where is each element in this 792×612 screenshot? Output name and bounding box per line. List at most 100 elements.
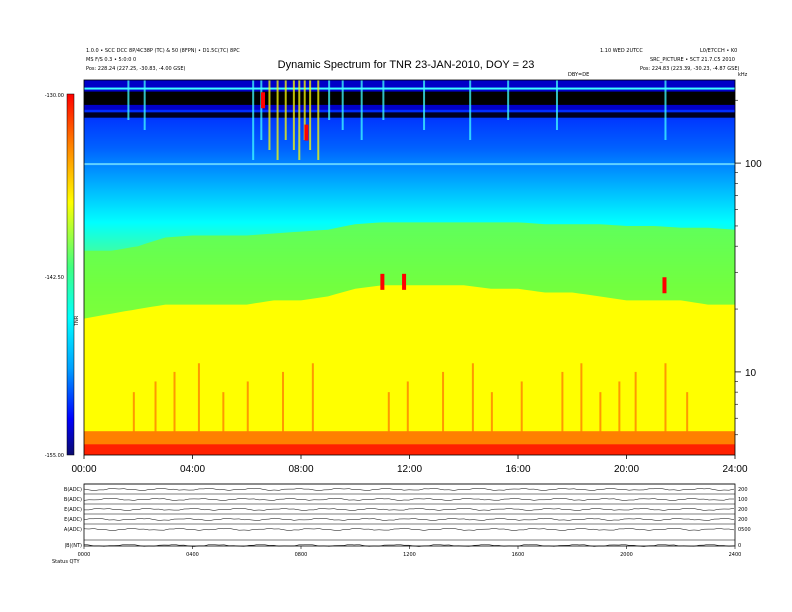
chart-title: Dynamic Spectrum for TNR 23-JAN-2010, DO… xyxy=(278,59,535,71)
burst-mark xyxy=(304,124,309,141)
stack-row-right-label: 100 xyxy=(738,497,748,503)
x-tick-label: 04:00 xyxy=(180,464,205,475)
stack-row-right-label: 0500 xyxy=(738,527,751,533)
y-tick-label: 10 xyxy=(745,368,757,379)
spike xyxy=(406,381,409,435)
burst-streak xyxy=(664,80,667,140)
burst-streak xyxy=(268,80,271,150)
x-tick-label: 20:00 xyxy=(614,464,639,475)
burst-streak xyxy=(382,80,385,120)
x-tick-label: 00:00 xyxy=(71,464,96,475)
spike xyxy=(173,371,176,435)
stack-x-tick-label: 0800 xyxy=(295,552,308,558)
colorbar-tick-bottom: -155.00 xyxy=(45,453,64,459)
stack-row-right-label: 200 xyxy=(738,487,748,493)
stack-x-tick-label: 0400 xyxy=(186,552,199,558)
spike xyxy=(520,381,523,435)
stack-trace xyxy=(83,497,734,501)
header-left-line3: Pos: 228.24 (227.25, -30.83, -4.00 GSE) xyxy=(86,66,186,72)
burst-streak xyxy=(360,80,363,140)
stack-row-label: E(ADC) xyxy=(64,517,82,523)
stack-trace xyxy=(83,487,735,491)
stack-row-label: |B|(NT) xyxy=(65,543,83,549)
stack-x-tick-label: 2000 xyxy=(620,552,633,558)
stack-trace xyxy=(83,517,735,521)
burst-streak xyxy=(469,80,472,140)
burst-mark xyxy=(261,92,266,109)
spike xyxy=(132,392,135,435)
burst-streak xyxy=(284,80,287,140)
spike xyxy=(311,363,314,435)
burst-streak xyxy=(143,80,146,130)
burst-streak xyxy=(423,80,426,130)
x-tick-label: 12:00 xyxy=(397,464,422,475)
stack-x-tick-label: 2400 xyxy=(729,552,742,558)
colorbar-tick-mid: -142.50 xyxy=(45,275,64,281)
unit-label-khz: kHz xyxy=(738,72,748,78)
yellow-band xyxy=(84,285,735,455)
burst-mark xyxy=(380,273,385,290)
stack-frame xyxy=(83,483,736,547)
burst-streak xyxy=(341,80,344,130)
stack-bottom-left-label: Status QTY xyxy=(52,559,81,565)
stack-row-label: A(ADC) xyxy=(64,527,82,533)
burst-streak xyxy=(252,80,255,160)
header-left-line2: MS F/S 0.3 • 5:0:0 0 xyxy=(86,57,136,63)
stack-trace xyxy=(84,507,735,511)
colorbar-side-label: TNR xyxy=(74,315,80,327)
spike xyxy=(246,381,249,435)
stack-row-label: B(ADC) xyxy=(64,497,82,503)
header-right-line2: L0/E7CCH • K0 xyxy=(700,48,737,54)
x-axis: 00:00 04:00 08:00 12:00 16:00 20:00 24:00 xyxy=(71,455,748,475)
spike xyxy=(490,392,493,435)
stack-row-label: B(ADC) xyxy=(64,487,82,493)
burst-mark xyxy=(402,273,407,290)
x-tick-label: 24:00 xyxy=(722,464,747,475)
y-tick-label: 100 xyxy=(745,159,762,170)
cyan-line xyxy=(84,87,735,90)
colorbar xyxy=(66,93,75,456)
spike xyxy=(634,371,637,435)
spike xyxy=(222,392,225,435)
stack-trace xyxy=(83,527,735,531)
header-left-line1: 1.0.0 • SCC DCC 8P/4C38P (TC) & 50 (8FPN… xyxy=(86,48,240,54)
burst-streak xyxy=(127,80,130,120)
spike xyxy=(154,381,157,435)
header-right-line3: SRC_PICTURE • 5CT 21.7.C5 2010 xyxy=(650,57,735,63)
spike xyxy=(197,363,200,435)
dark-stripe xyxy=(84,112,735,118)
dark-stripe xyxy=(84,91,735,105)
burst-streak xyxy=(276,80,279,160)
stack-row-right-label: 200 xyxy=(738,517,748,523)
burst-streak xyxy=(309,80,312,150)
stack-x-tick-label: 1600 xyxy=(512,552,525,558)
spike xyxy=(686,392,689,435)
header-right-line1: 1.10 WED 2UTCC xyxy=(600,48,643,54)
burst-streak xyxy=(292,80,295,150)
spike xyxy=(387,392,390,435)
spike xyxy=(471,363,474,435)
burst-streak xyxy=(260,80,263,140)
stack-x-tick-label: 1200 xyxy=(403,552,416,558)
x-tick-label: 08:00 xyxy=(288,464,313,475)
spectrogram xyxy=(84,80,735,455)
cyan-line xyxy=(84,163,735,166)
red-floor xyxy=(84,444,735,455)
burst-mark xyxy=(662,277,667,294)
burst-streak xyxy=(298,80,301,160)
burst-streak xyxy=(328,80,331,120)
small-label-center: DBY=DE xyxy=(568,72,589,78)
y-axis: 100 10 xyxy=(735,99,762,436)
spike xyxy=(599,392,602,435)
spike xyxy=(664,363,667,435)
stack-row-label: E(ADC) xyxy=(64,507,82,513)
burst-streak xyxy=(317,80,320,160)
stack-row-right-label: 200 xyxy=(738,507,748,513)
stack-row-right-label: 0 xyxy=(738,543,741,549)
burst-streak xyxy=(303,80,306,140)
stack-panel: B(ADC) 200 B(ADC) 100 E(ADC) 200 E(ADC) 200 A(AD… xyxy=(64,483,751,558)
spike xyxy=(282,371,285,435)
header-right-line4: Pos: 224.83 (223.39, -30.23, -4.87 GSE) xyxy=(640,66,740,72)
burst-streak xyxy=(555,80,558,130)
